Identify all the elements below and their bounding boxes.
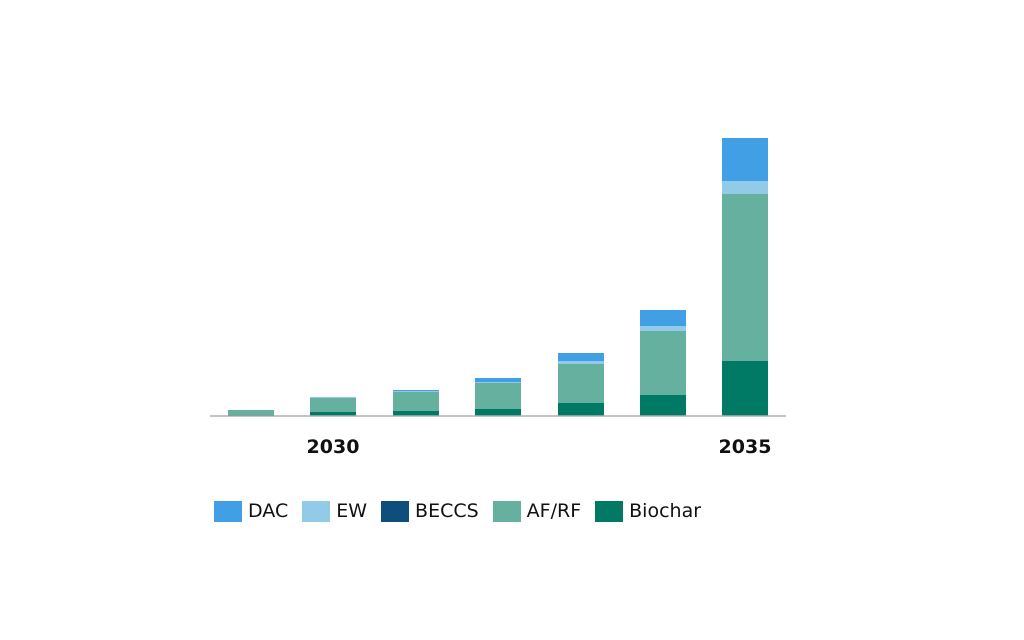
bar-segment-biochar-4 bbox=[558, 403, 604, 416]
bar-segment-ew-2 bbox=[393, 391, 439, 392]
x-tick-label-2035: 2035 bbox=[719, 436, 772, 458]
bar-segment-biochar-5 bbox=[640, 395, 686, 416]
bar-segment-dac-4 bbox=[558, 353, 604, 361]
bar-segment-ew-6 bbox=[722, 181, 768, 194]
bar-segment-ew-3 bbox=[475, 382, 521, 383]
legend-swatch-biochar bbox=[595, 500, 624, 522]
legend-swatch-beccs bbox=[381, 500, 410, 522]
bar-segment-dac-5 bbox=[640, 310, 686, 326]
legend-item-ew: EW bbox=[302, 500, 367, 522]
stacked-bar-chart: 2030 2035 bbox=[210, 138, 786, 458]
legend-label-af-rf: AF/RF bbox=[526, 500, 582, 522]
bar-segment-biochar-3 bbox=[475, 409, 521, 416]
bar-segment-dac-6 bbox=[722, 138, 768, 181]
bar-segment-af-rf-5 bbox=[640, 331, 686, 395]
bar-segment-af-rf-6 bbox=[722, 194, 768, 361]
bar-segment-dac-2 bbox=[393, 390, 439, 391]
legend-label-biochar: Biochar bbox=[629, 500, 702, 522]
bar-segment-af-rf-1 bbox=[310, 398, 356, 412]
legend-swatch-af-rf bbox=[492, 500, 521, 522]
x-tick-labels: 2030 2035 bbox=[307, 436, 772, 458]
bar-segment-af-rf-0 bbox=[228, 410, 274, 415]
legend-item-dac: DAC bbox=[214, 500, 288, 522]
bar-segment-ew-5 bbox=[640, 326, 686, 331]
bar-segment-af-rf-4 bbox=[558, 364, 604, 403]
legend: DAC EW BECCS AF/RF Biochar bbox=[214, 500, 715, 522]
legend-item-biochar: Biochar bbox=[595, 500, 701, 522]
x-tick-label-2030: 2030 bbox=[307, 436, 360, 458]
bar-segment-ew-4 bbox=[558, 361, 604, 364]
legend-item-beccs: BECCS bbox=[381, 500, 479, 522]
bar-segment-af-rf-2 bbox=[393, 392, 439, 411]
bar-segment-ew-1 bbox=[310, 397, 356, 398]
legend-label-ew: EW bbox=[336, 500, 368, 522]
bar-segment-biochar-6 bbox=[722, 361, 768, 416]
bar-segment-biochar-2 bbox=[393, 411, 439, 416]
legend-swatch-dac bbox=[214, 500, 242, 522]
legend-label-beccs: BECCS bbox=[415, 500, 479, 522]
bar-segment-biochar-1 bbox=[310, 412, 356, 416]
bar-segment-dac-3 bbox=[475, 378, 521, 382]
legend-item-af-rf: AF/RF bbox=[492, 500, 582, 522]
bars-layer bbox=[228, 138, 768, 416]
legend-swatch-ew bbox=[302, 500, 331, 522]
legend-label-dac: DAC bbox=[248, 500, 289, 522]
bar-segment-af-rf-3 bbox=[475, 383, 521, 409]
